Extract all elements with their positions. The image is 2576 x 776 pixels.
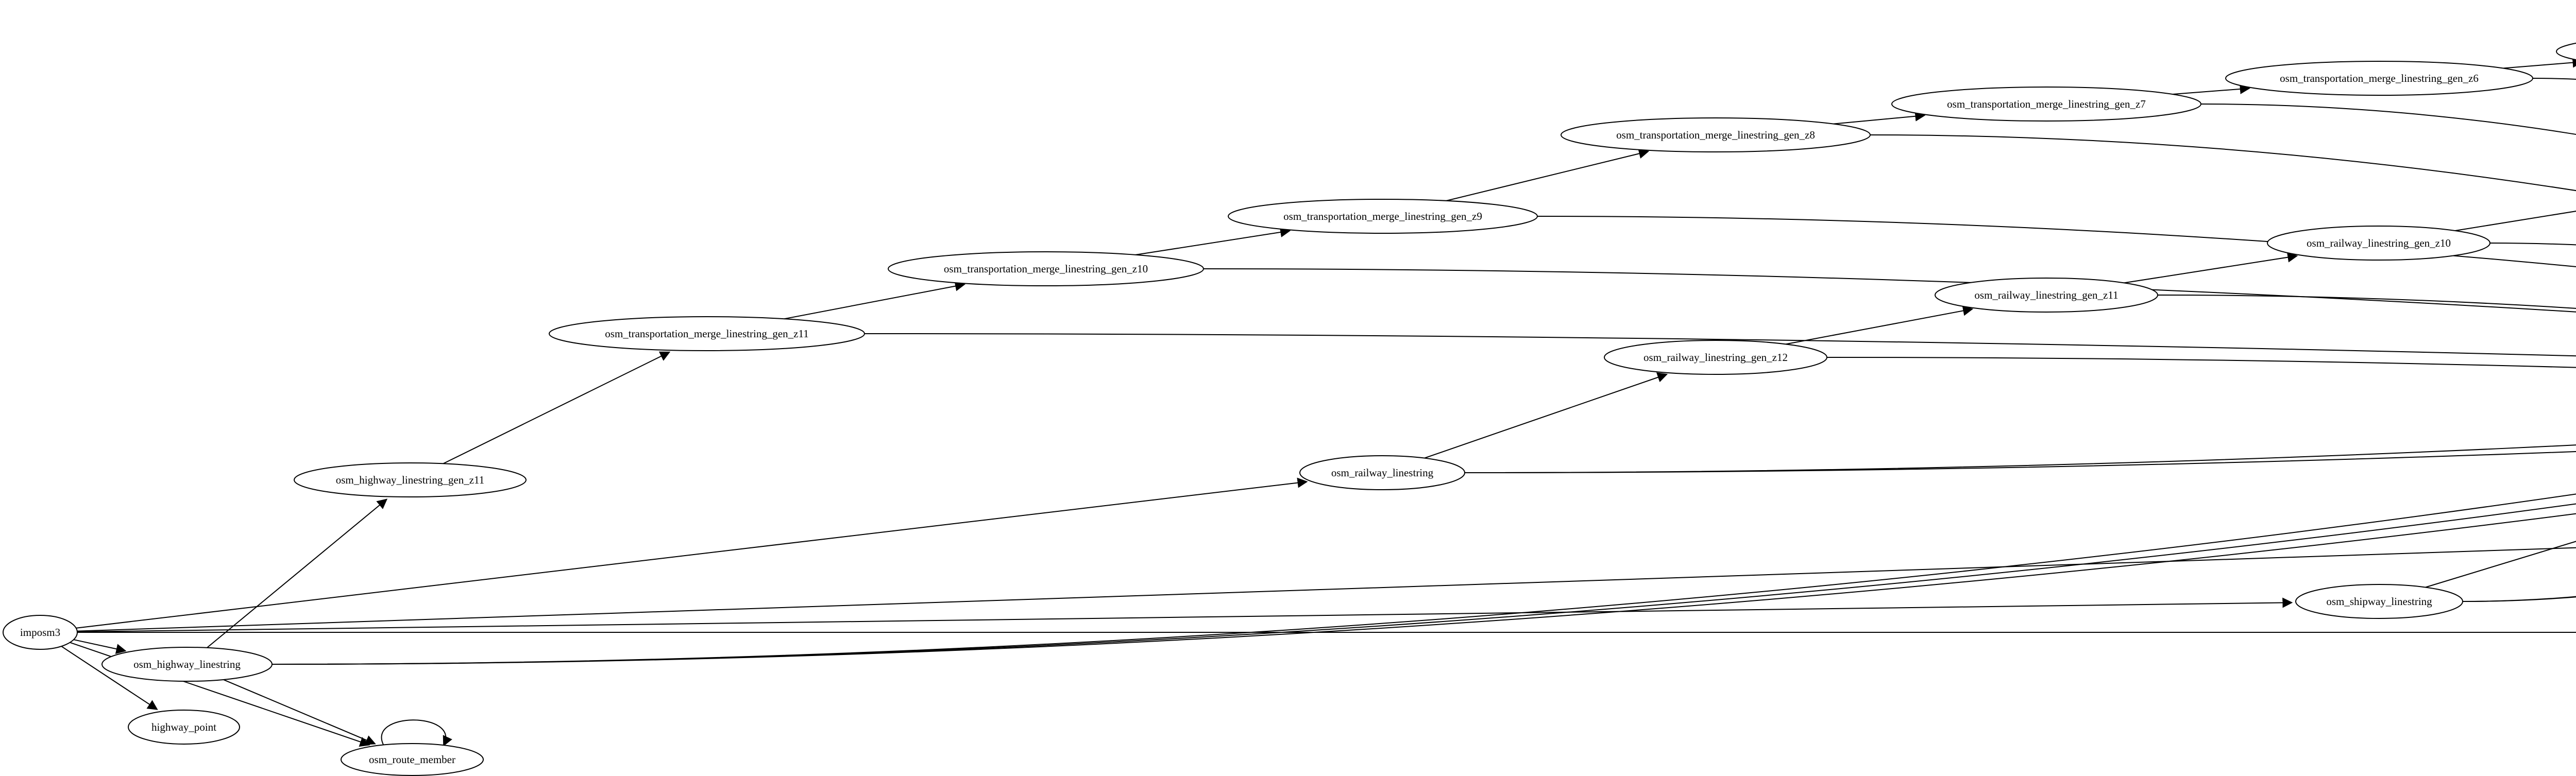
- table-ellipse: [2267, 226, 2490, 261]
- edge-rw_z10-rw_z9: [2455, 211, 2576, 231]
- edge-tm_z10-L-z10: [1203, 268, 2576, 313]
- edge-imposm3-rw_ls: [76, 477, 1308, 629]
- table-label: osm_railway_linestring_gen_z10: [2307, 237, 2451, 249]
- table-label: osm_route_member: [369, 753, 455, 766]
- node-osm_transportation_merge_linestring_gen_z11: osm_transportation_merge_linestring_gen_…: [549, 316, 865, 351]
- table-label: osm_railway_linestring: [1331, 467, 1434, 479]
- edges: [61, 57, 2576, 747]
- table-label: osm_railway_linestring_gen_z11: [1974, 289, 2118, 301]
- table-label: osm_transportation_merge_linestring_gen_…: [605, 327, 808, 340]
- edge-rw_ls-L-z13: [1464, 444, 2576, 473]
- node-osm_railway_linestring_gen_z10: osm_railway_linestring_gen_z10: [2267, 226, 2490, 261]
- node-highway_point: highway_point: [128, 710, 240, 745]
- edge-hw_ls-hw_ls_z11: [207, 498, 388, 648]
- edge-tm_z6-tm_z5: [2503, 57, 2576, 69]
- table-ellipse: [2225, 61, 2533, 96]
- table-label: osm_highway_linestring: [133, 658, 241, 670]
- table-ellipse: [1561, 117, 1871, 152]
- table-ellipse: [294, 462, 527, 497]
- node-osm_railway_linestring_gen_z12: osm_railway_linestring_gen_z12: [1604, 340, 1827, 375]
- node-osm_transportation_merge_linestring_gen_z10: osm_transportation_merge_linestring_gen_…: [888, 251, 1204, 286]
- table-label: osm_transportation_merge_linestring_gen_…: [1616, 129, 1815, 141]
- node-osm_transportation_merge_linestring_gen_z9: osm_transportation_merge_linestring_gen_…: [1228, 199, 1538, 234]
- edge-imposm3-sw_ls: [77, 597, 2293, 632]
- node-osm_highway_linestring: osm_highway_linestring: [101, 647, 273, 682]
- edge-rw_ls-L-z14+: [1464, 451, 2576, 473]
- edge-hw_ls-route_member: [223, 679, 376, 745]
- edge-rw_z12-rw_z11: [1785, 305, 1974, 345]
- edge-sw_ls-sw_z12: [2425, 541, 2576, 588]
- edge-tm_z8-L-z8: [1870, 134, 2576, 192]
- table-label: osm_transportation_merge_linestring_gen_…: [2280, 72, 2479, 84]
- edge-hw_ls-L-z13: [272, 503, 2576, 665]
- node-osm_transportation_merge_linestring_gen_z5: osm_transportation_merge_linestring_gen_…: [2556, 42, 2576, 61]
- table-label: osm_shipway_linestring: [2326, 595, 2432, 608]
- node-osm_shipway_linestring: osm_shipway_linestring: [2295, 584, 2463, 619]
- edge-tm_z9-L-z9: [1537, 216, 2576, 267]
- edge-tm_z10-tm_z9: [1135, 227, 1291, 255]
- node-imposm3: imposm3: [3, 615, 78, 650]
- table-ellipse: [1891, 87, 2201, 122]
- table-label: osm_transportation_merge_linestring_gen_…: [1947, 98, 2146, 110]
- edge-tm_z7-tm_z6: [2173, 83, 2250, 95]
- edge-rw_ls-rw_z12: [1424, 372, 1668, 459]
- node-osm_transportation_merge_linestring_gen_z7: osm_transportation_merge_linestring_gen_…: [1891, 87, 2201, 122]
- node-osm_highway_linestring_gen_z11: osm_highway_linestring_gen_z11: [294, 462, 527, 497]
- edge-imposm3-hw_pt: [61, 646, 158, 710]
- edge-rw_z11-L-z11: [2157, 295, 2576, 309]
- table-label: imposm3: [20, 626, 60, 639]
- table-ellipse: [1228, 199, 1538, 234]
- table-ellipse: [128, 710, 240, 745]
- table-label: highway_point: [151, 721, 216, 733]
- table-ellipse: [2556, 42, 2576, 61]
- edge-rw_z12-L-z12: [1826, 357, 2576, 368]
- node-osm_transportation_merge_linestring_gen_z6: osm_transportation_merge_linestring_gen_…: [2225, 61, 2533, 96]
- node-osm_route_member: osm_route_member: [341, 743, 484, 776]
- table-label: osm_transportation_merge_linestring_gen_…: [944, 263, 1148, 275]
- nodes: imposm3 osm_highway_linestring highway_poi…: [3, 42, 2576, 776]
- edge-hw_ls-L-z14+: [272, 513, 2576, 665]
- edge-sw_ls-L-z13: [2462, 596, 2576, 602]
- edge-hw_ls-L-z12: [272, 493, 2576, 665]
- table-ellipse: [1299, 455, 1465, 490]
- table-ellipse: [888, 251, 1204, 286]
- edge-rw_z11-rw_z10: [2124, 252, 2298, 284]
- table-ellipse: [341, 743, 484, 776]
- edge-imposm3-hw_ls: [73, 639, 127, 654]
- edge-tm_z11-L-z11: [864, 333, 2576, 357]
- edge-route_member-route_member: [381, 719, 452, 747]
- edge-tm_z8-tm_z7: [1833, 111, 1926, 125]
- edge-hw_ls_z11-tm_z11: [443, 351, 671, 464]
- table-ellipse: [2295, 584, 2463, 619]
- table-ellipse: [3, 615, 78, 650]
- table-label: osm_highway_linestring_gen_z11: [336, 474, 485, 486]
- edge-tm_z11-tm_z10: [784, 281, 965, 320]
- table-ellipse: [549, 316, 865, 351]
- edge-tm_z9-tm_z8: [1446, 148, 1650, 201]
- table-label: osm_transportation_merge_linestring_gen_…: [1283, 210, 1482, 222]
- node-osm_railway_linestring: osm_railway_linestring: [1299, 455, 1465, 490]
- table-ellipse: [101, 647, 273, 682]
- table-ellipse: [1935, 278, 2158, 313]
- edge-tm_z7-L-z7: [2200, 104, 2576, 135]
- table-ellipse: [1604, 340, 1827, 375]
- edge-imposm3-aw_ls: [77, 547, 2576, 632]
- node-osm_railway_linestring_gen_z11: osm_railway_linestring_gen_z11: [1935, 278, 2158, 313]
- table-label: osm_railway_linestring_gen_z12: [1643, 351, 1788, 364]
- node-osm_transportation_merge_linestring_gen_z8: osm_transportation_merge_linestring_gen_…: [1561, 117, 1871, 152]
